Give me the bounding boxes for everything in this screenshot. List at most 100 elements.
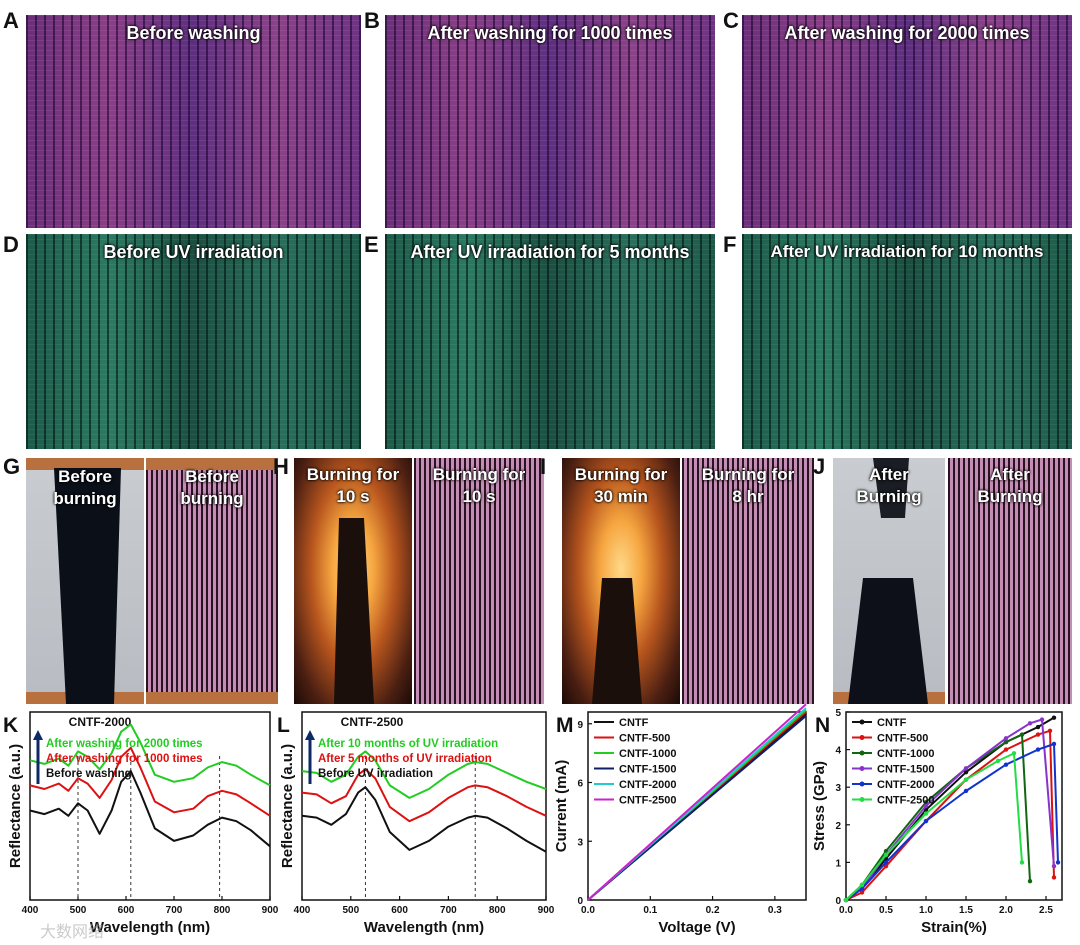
chart-k-series-line [29, 746, 271, 817]
chart-n-point [923, 818, 929, 824]
photo-panel-h-left: Burning for 10 s [294, 458, 412, 704]
chart-l-series-line [301, 768, 547, 823]
chart-n-point [1051, 863, 1057, 869]
photo-panel-e: After UV irradiation for 5 months [385, 234, 715, 449]
panel-i-right-caption: Burning for 8 hr [682, 464, 814, 508]
panel-a-letter: A [3, 8, 19, 33]
chart-l-xtick-label: 700 [440, 905, 457, 916]
chart-l-xtick-label: 800 [489, 905, 506, 916]
chart-k-arrow-head [33, 730, 43, 740]
chart-n-xtick-label: 2.5 [1039, 905, 1053, 916]
chart-n-letter: N [815, 714, 830, 737]
panel-j-left-caption: After Burning [833, 464, 945, 508]
chart-n-ylabel: Stress (GPa) [811, 761, 828, 851]
chart-n-point [963, 766, 969, 771]
panel-i-left-caption: Burning for 30 min [562, 464, 680, 508]
chart-n-ytick-label: 5 [835, 708, 841, 719]
photo-panel-a: Before washing [26, 15, 361, 228]
chart-l-series-line [301, 786, 547, 853]
chart-m-legend-entry: CNTF-1000 [619, 748, 676, 760]
panel-g-left-line2: burning [53, 489, 117, 508]
panel-h-left-caption: Burning for 10 s [294, 464, 412, 508]
chart-l-xtick-label: 400 [294, 905, 311, 916]
chart-n-xtick-label: 0.5 [879, 905, 893, 916]
chart-m-ytick-label: 9 [577, 720, 583, 731]
panel-h-left-line2: 10 s [336, 487, 370, 506]
photo-panel-j-left: After Burning [833, 458, 945, 704]
panel-j-left-line2: Burning [856, 487, 922, 506]
chart-k-xlabel: Wavelength (nm) [90, 919, 210, 936]
chart-l-ylabel: Reflectance (a.u.) [279, 744, 296, 868]
chart-k-xtick-label: 400 [22, 905, 39, 916]
chart-m-legend-entry: CNTF-2500 [619, 795, 676, 807]
chart-m-legend-entry: CNTF-1500 [619, 764, 676, 776]
chart-n-xtick-label: 1.0 [919, 905, 933, 916]
chart-n-point [1035, 732, 1041, 737]
chart-k-ylabel: Reflectance (a.u.) [7, 744, 24, 868]
chart-k-letter: K [3, 714, 18, 737]
chart-l-frame [301, 711, 547, 901]
chart-k-legend-entry: After washing for 2000 times [46, 738, 203, 750]
chart-m-xlabel: Voltage (V) [658, 919, 735, 936]
chart-n-series-line [845, 752, 1023, 901]
chart-n-point [859, 890, 865, 895]
panel-b-letter: B [364, 8, 380, 33]
panel-c-title: After washing for 2000 times [784, 23, 1030, 43]
chart-k-legend-entry: After washing for 1000 times [46, 753, 203, 765]
panel-i-left-line2: 30 min [594, 487, 648, 506]
chart-n-legend-entry: CNTF [877, 717, 907, 729]
chart-l-legend-entry: Before UV irradiation [318, 768, 433, 780]
chart-m-ylabel: Current (mA) [553, 760, 570, 853]
chart-m-frame [587, 711, 807, 901]
panel-e-title: After UV irradiation for 5 months [410, 242, 690, 262]
photo-panel-g-left: Before burning [26, 458, 144, 704]
chart-n-point [1003, 736, 1009, 741]
panel-j-right-line1: After [990, 465, 1030, 484]
chart-n-point [1051, 875, 1057, 880]
chart-m-legend-entry: CNTF-2000 [619, 779, 676, 791]
chart-n-legend-entry: CNTF-2000 [877, 779, 934, 791]
panel-f-letter: F [723, 232, 737, 257]
chart-m-xtick-label: 0.0 [581, 905, 595, 916]
panel-i-left-line1: Burning for [574, 465, 668, 484]
chart-k-xtick-label: 700 [166, 905, 183, 916]
panel-h-right-line1: Burning for [432, 465, 526, 484]
chart-n-point [1011, 751, 1017, 756]
chart-k-xtick-label: 500 [70, 905, 87, 916]
chart-n-point [1035, 724, 1041, 730]
chart-n-legend-entry: CNTF-500 [877, 733, 928, 745]
panel-i-letter: I [540, 454, 547, 479]
chart-k-xtick-label: 900 [262, 905, 279, 916]
burning-fiber-i [592, 578, 642, 704]
panel-h-right-caption: Burning for 10 s [414, 464, 544, 508]
chart-l-legend-entry: After 10 months of UV irradiation [318, 738, 498, 750]
chart-n-legend-marker [859, 766, 865, 771]
chart-n-xtick-label: 0.0 [839, 905, 853, 916]
photo-panel-i-left: Burning for 30 min [562, 458, 680, 704]
chart-n-legend-entry: CNTF-1000 [877, 748, 934, 760]
chart-n-ytick-label: 3 [835, 783, 841, 794]
chart-n-point [923, 800, 929, 805]
photo-panel-g-right: Before burning [146, 458, 278, 704]
chart-k-xtick-label: 600 [118, 905, 135, 916]
burning-fiber-h [334, 518, 374, 704]
copper-electrodes-g [146, 458, 278, 704]
chart-n-point [1047, 728, 1053, 733]
panel-g-left-line1: Before [58, 467, 112, 486]
chart-n-ytick-label: 1 [835, 858, 841, 869]
panel-i-right-line1: Burning for [701, 465, 795, 484]
photo-panel-f: After UV irradiation for 10 months [742, 234, 1072, 449]
panel-f-title: After UV irradiation for 10 months [770, 242, 1044, 261]
chart-n-point [1019, 860, 1025, 865]
chart-n-legend-marker [859, 781, 865, 787]
chart-n-point [1051, 715, 1057, 720]
chart-l-xlabel: Wavelength (nm) [364, 919, 484, 936]
chart-n-point [1003, 762, 1009, 767]
chart-l-letter: L [277, 714, 290, 737]
chart-n-legend-marker [859, 719, 865, 725]
chart-n-point [995, 758, 1001, 764]
chart-l-xtick-label: 900 [538, 905, 555, 916]
photo-panel-c: After washing for 2000 times [742, 15, 1072, 228]
panel-a-title: Before washing [126, 23, 261, 43]
chart-n-xtick-label: 2.0 [999, 905, 1013, 916]
